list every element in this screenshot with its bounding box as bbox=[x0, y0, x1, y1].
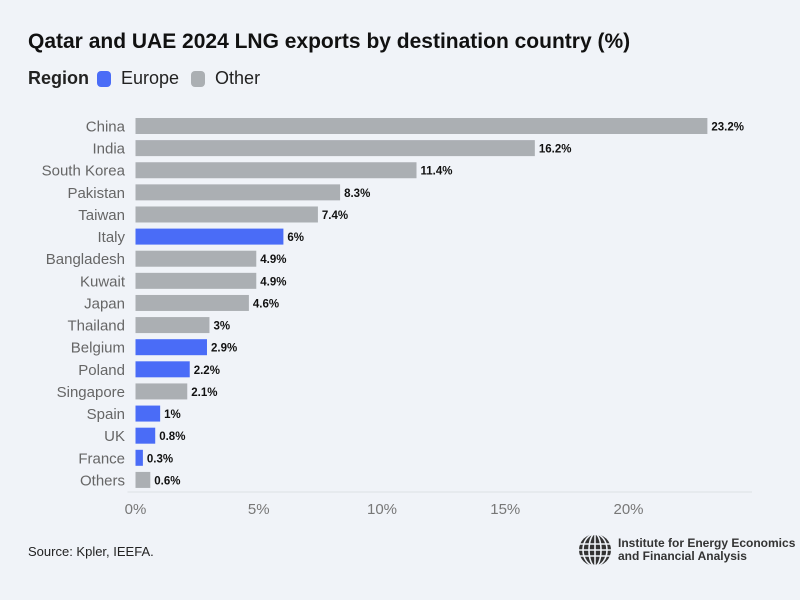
data-label: 0.3% bbox=[147, 453, 173, 465]
data-label: 2.2% bbox=[194, 365, 220, 377]
bar-taiwan bbox=[135, 206, 318, 223]
legend-swatch-europe bbox=[97, 70, 111, 87]
category-label: South Korea bbox=[42, 163, 126, 180]
bar-thailand bbox=[135, 317, 210, 334]
legend-item-other[interactable]: Other bbox=[189, 68, 260, 89]
category-label: Kuwait bbox=[80, 273, 126, 290]
data-label: 8.3% bbox=[344, 188, 370, 200]
category-label: UK bbox=[104, 428, 125, 445]
data-label: 0.6% bbox=[154, 475, 180, 487]
legend-item-europe[interactable]: Europe bbox=[95, 68, 179, 89]
data-label: 2.1% bbox=[191, 387, 217, 399]
data-label: 4.6% bbox=[253, 298, 279, 310]
bar-pakistan bbox=[135, 184, 341, 201]
data-label: 2.9% bbox=[211, 343, 237, 355]
data-label: 3% bbox=[213, 321, 230, 333]
x-tick-label: 10% bbox=[367, 501, 397, 518]
x-tick-label: 5% bbox=[248, 501, 270, 518]
legend-title: Region bbox=[28, 68, 89, 88]
data-label: 4.9% bbox=[260, 276, 286, 288]
category-label: Others bbox=[80, 472, 125, 489]
bar-kuwait bbox=[135, 272, 257, 289]
data-label: 6% bbox=[287, 232, 304, 244]
data-label: 0.8% bbox=[159, 431, 185, 443]
bar-japan bbox=[135, 294, 249, 311]
bar-bangladesh bbox=[135, 250, 257, 267]
category-label: France bbox=[78, 450, 125, 467]
category-label: Italy bbox=[97, 229, 125, 246]
bar-italy bbox=[135, 228, 284, 245]
legend-label-europe: Europe bbox=[121, 68, 180, 88]
bar-singapore bbox=[135, 383, 188, 400]
category-label: Singapore bbox=[57, 384, 125, 401]
category-label: China bbox=[86, 119, 126, 136]
globe-icon bbox=[579, 533, 611, 567]
category-label: Poland bbox=[78, 362, 125, 379]
chart-title: Qatar and UAE 2024 LNG exports by destin… bbox=[28, 30, 631, 53]
logo-line-2: and Financial Analysis bbox=[618, 549, 747, 563]
category-label: Thailand bbox=[67, 318, 125, 335]
bar-others bbox=[135, 471, 151, 488]
data-label: 11.4% bbox=[421, 166, 453, 178]
category-label: Pakistan bbox=[67, 185, 125, 202]
x-tick-label: 20% bbox=[613, 501, 643, 518]
legend-label-other: Other bbox=[215, 68, 261, 88]
data-label: 16.2% bbox=[539, 144, 572, 156]
bar-france bbox=[135, 449, 143, 466]
category-label: Bangladesh bbox=[46, 251, 125, 268]
logo-line-1: Institute for Energy Economics bbox=[618, 536, 796, 550]
data-label: 23.2% bbox=[711, 122, 744, 134]
x-tick-label: 0% bbox=[125, 501, 147, 518]
source-note: Source: Kpler, IEEFA. bbox=[28, 544, 154, 559]
data-label: 4.9% bbox=[260, 254, 286, 266]
bar-india bbox=[135, 140, 535, 157]
category-label: Japan bbox=[84, 295, 125, 312]
bar-china bbox=[135, 118, 708, 134]
legend: Region Europe Other bbox=[28, 68, 270, 89]
category-label: Belgium bbox=[71, 340, 125, 357]
bar-south-korea bbox=[135, 162, 417, 179]
legend-swatch-other bbox=[191, 70, 206, 87]
category-label: Taiwan bbox=[78, 207, 125, 224]
bar-belgium bbox=[135, 339, 207, 356]
ieefa-logo: Institute for Energy Economics and Financ… bbox=[578, 533, 795, 567]
x-tick-label: 15% bbox=[490, 501, 520, 518]
data-label: 7.4% bbox=[322, 210, 348, 222]
category-label: India bbox=[92, 141, 125, 158]
category-label: Spain bbox=[87, 406, 125, 423]
bar-spain bbox=[135, 405, 161, 422]
data-label: 1% bbox=[164, 409, 181, 421]
bar-uk bbox=[135, 427, 156, 444]
bar-poland bbox=[135, 361, 190, 378]
